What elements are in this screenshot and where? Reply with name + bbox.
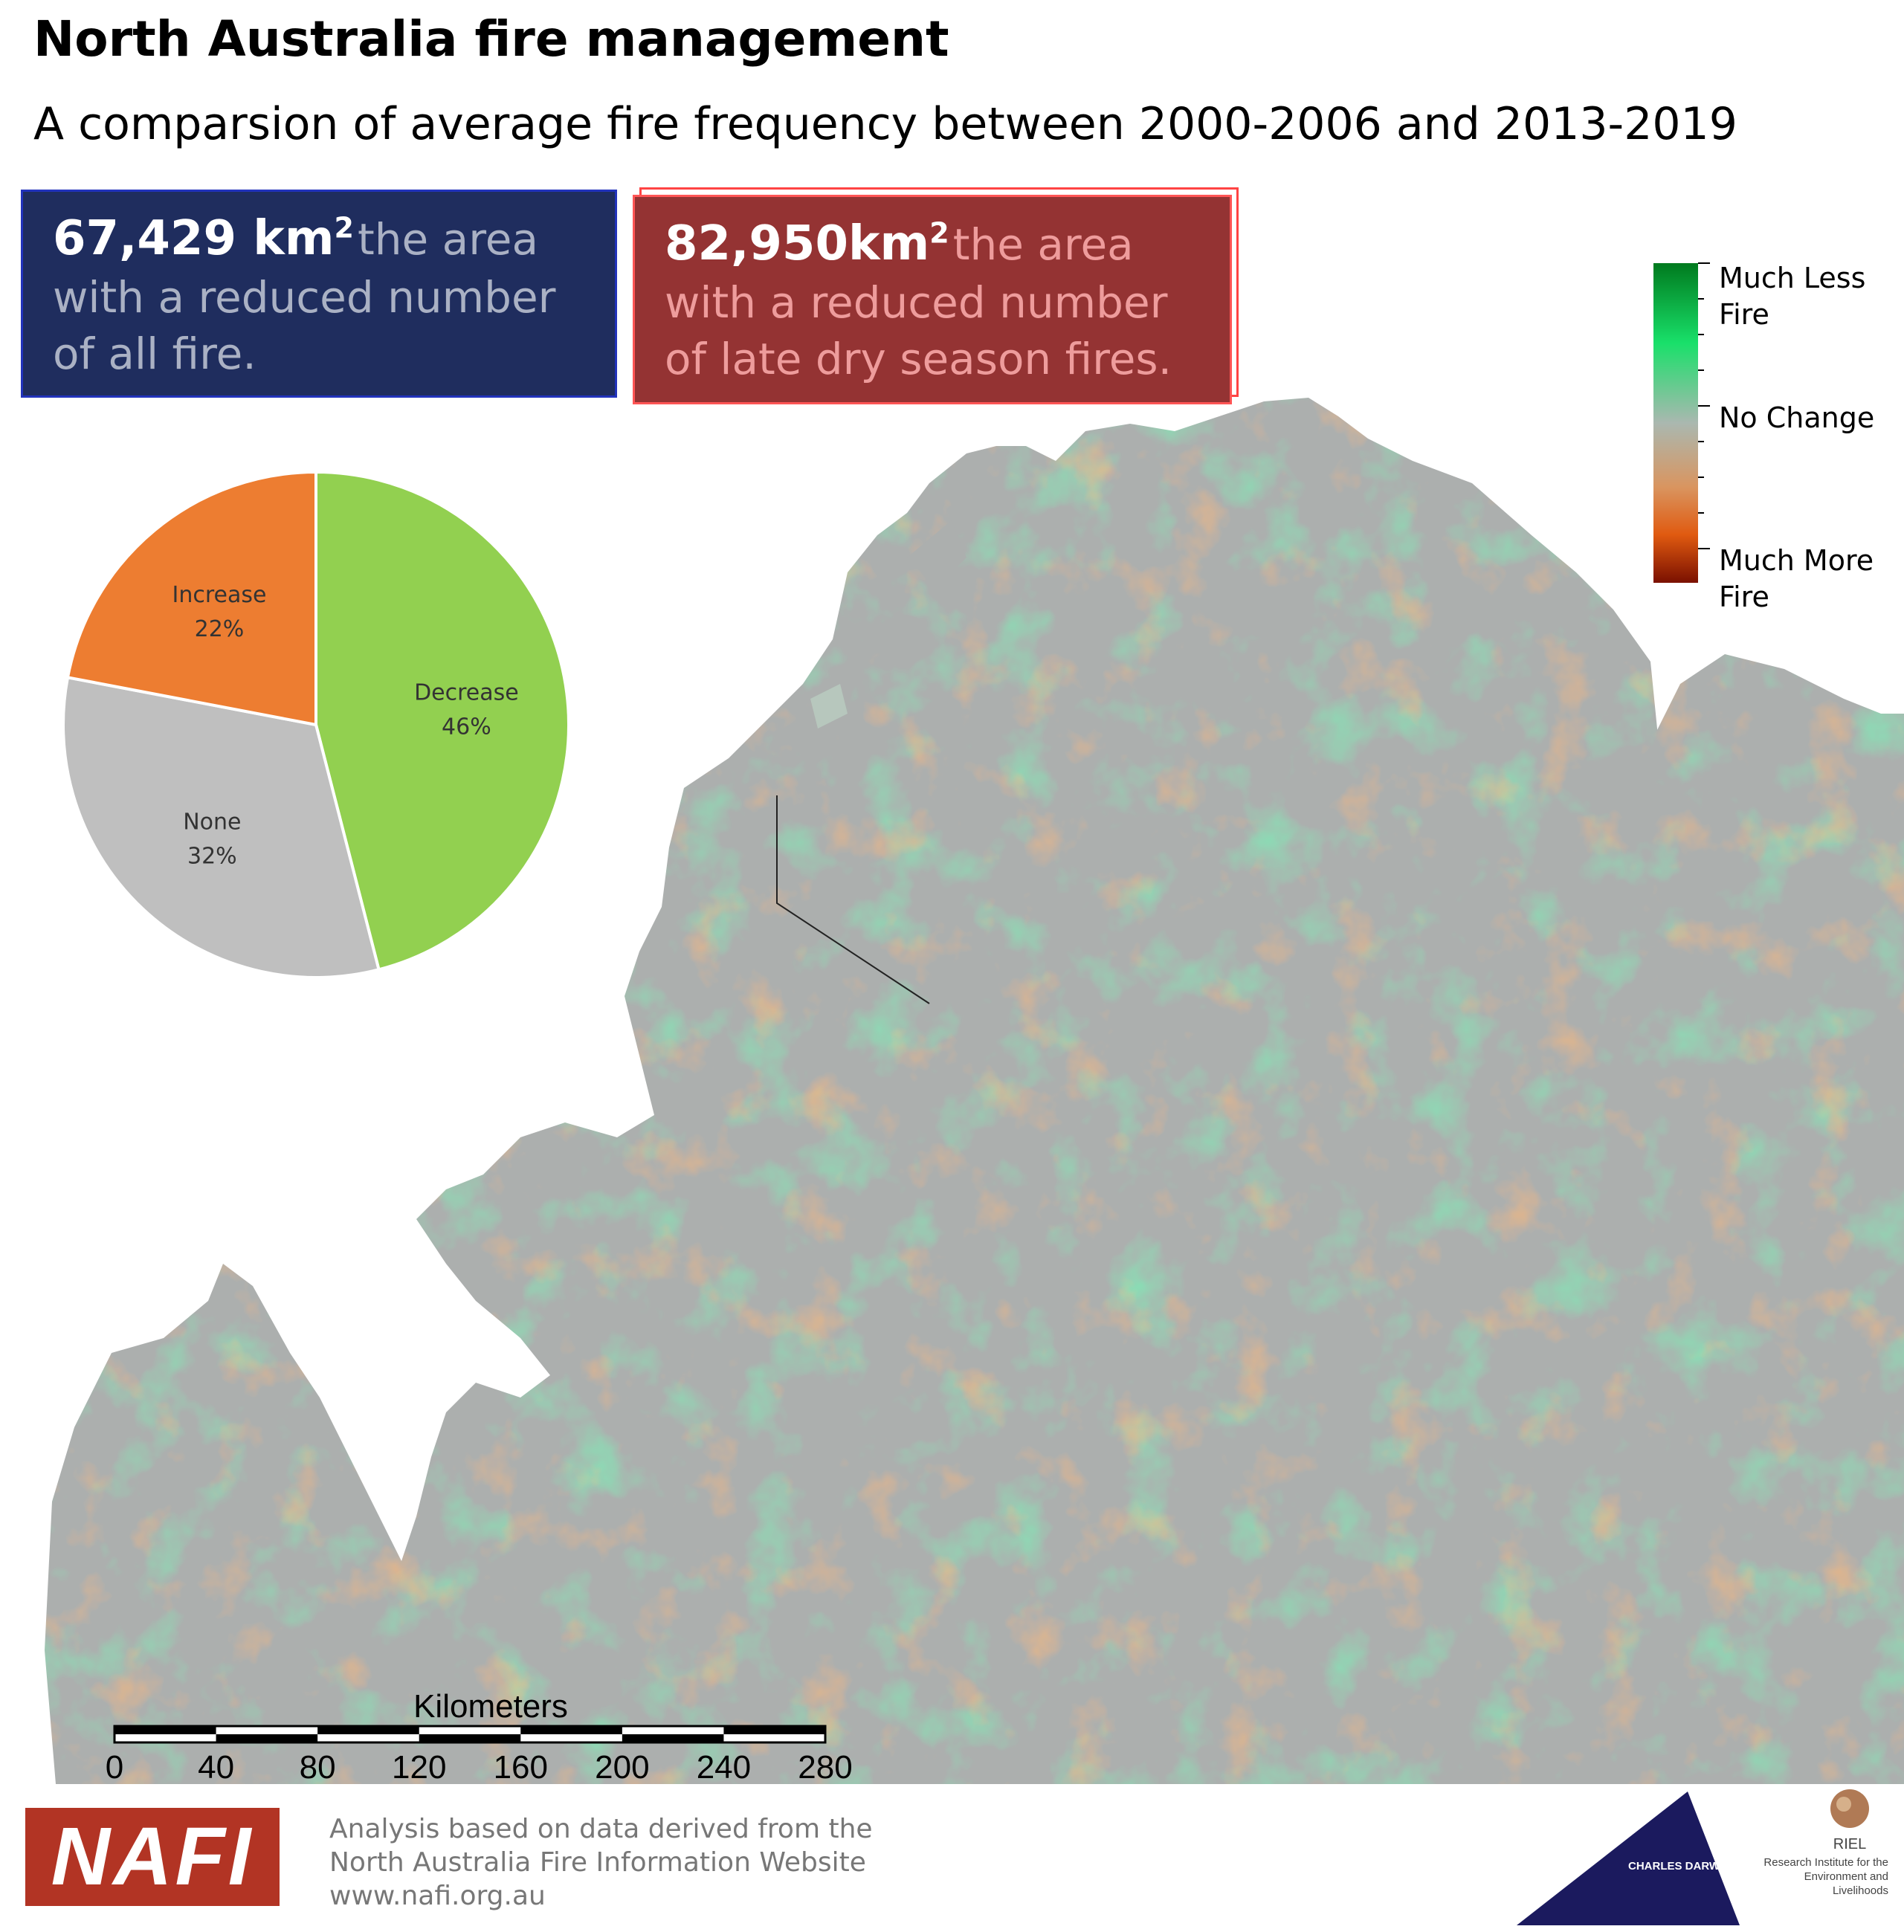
scale-bar-tick-label: 280 <box>798 1749 852 1784</box>
all-fire-area-value: 67,429 km2 <box>53 211 354 266</box>
legend-no-change: No Change <box>1719 401 1875 434</box>
late-dry-season-stat-box: 82,950km2 the area with a reduced number… <box>633 195 1232 404</box>
scale-bar-segment <box>723 1726 825 1734</box>
late-dry-season-area-text: the area with a reduced number of late d… <box>665 219 1172 384</box>
pie-label-none: None <box>183 810 241 836</box>
riel-logo: RIEL Research Institute for the Environm… <box>1763 1789 1888 1897</box>
charles-darwin-university-logo: CHARLES DARWIN UNIVERSITY <box>1517 1792 1740 1925</box>
map-legend: Much Less Fire No Change Much More Fire <box>1650 260 1903 632</box>
scale-bar-segment <box>622 1734 724 1742</box>
fire-change-pie-chart: Decrease 46% None 32% Increase 22% <box>62 470 570 979</box>
scale-bar-unit-label: Kilometers <box>413 1688 568 1725</box>
scale-bar-tick-label: 0 <box>106 1749 123 1784</box>
pie-percent-none: 32% <box>187 844 237 870</box>
cdu-logo-text: CHARLES DARWIN UNIVERSITY <box>1628 1860 1740 1873</box>
scale-bar-tick-label: 160 <box>494 1749 548 1784</box>
pie-percent-decrease: 46% <box>442 714 491 740</box>
late-dry-season-area-value: 82,950km2 <box>665 216 949 271</box>
pie-slice-decrease <box>314 470 570 972</box>
scale-bar-tick-label: 40 <box>198 1749 234 1784</box>
data-source-url[interactable]: www.nafi.org.au <box>329 1881 546 1911</box>
scale-bar-tick-label: 80 <box>300 1749 336 1784</box>
data-source-line-1: Analysis based on data derived from the <box>329 1814 873 1844</box>
pie-label-increase: Increase <box>172 582 266 608</box>
pie-slice-none <box>62 675 381 979</box>
scale-bar-tick-label: 120 <box>392 1749 446 1784</box>
nafi-logo: NAFI <box>25 1808 280 1906</box>
scale-bar-segment <box>520 1726 622 1734</box>
data-source-note: Analysis based on data derived from the … <box>329 1812 873 1913</box>
all-fire-area-text: the area with a reduced number of all fi… <box>53 214 556 379</box>
legend-much-more-fire: Much More Fire <box>1719 544 1874 614</box>
pie-label-decrease: Decrease <box>414 679 519 705</box>
scale-bar-tick-label: 240 <box>697 1749 751 1784</box>
scale-bar-segment <box>216 1734 318 1742</box>
all-fire-stat-box: 67,429 km2 the area with a reduced numbe… <box>21 190 617 398</box>
legend-color-ramp <box>1653 262 1710 583</box>
pie-percent-increase: 22% <box>195 616 245 642</box>
data-source-line-2: North Australia Fire Information Website <box>329 1847 866 1878</box>
legend-much-less-fire: Much Less Fire <box>1719 262 1866 332</box>
scale-bar-segment <box>317 1726 419 1734</box>
scale-bar-segment <box>114 1726 216 1734</box>
riel-abbreviation: RIEL <box>1833 1836 1866 1852</box>
scale-bar: Kilometers 0 40 80 120 160 200 240 280 <box>106 1688 853 1784</box>
pie-slice-increase <box>65 470 317 727</box>
map-subtitle: A comparsion of average fire frequency b… <box>33 98 1737 150</box>
scale-bar-tick-label: 200 <box>595 1749 649 1784</box>
scale-bar-segment <box>419 1734 521 1742</box>
riel-full-name: Research Institute for the Environment a… <box>1763 1856 1888 1897</box>
map-title: North Australia fire management <box>33 10 949 68</box>
